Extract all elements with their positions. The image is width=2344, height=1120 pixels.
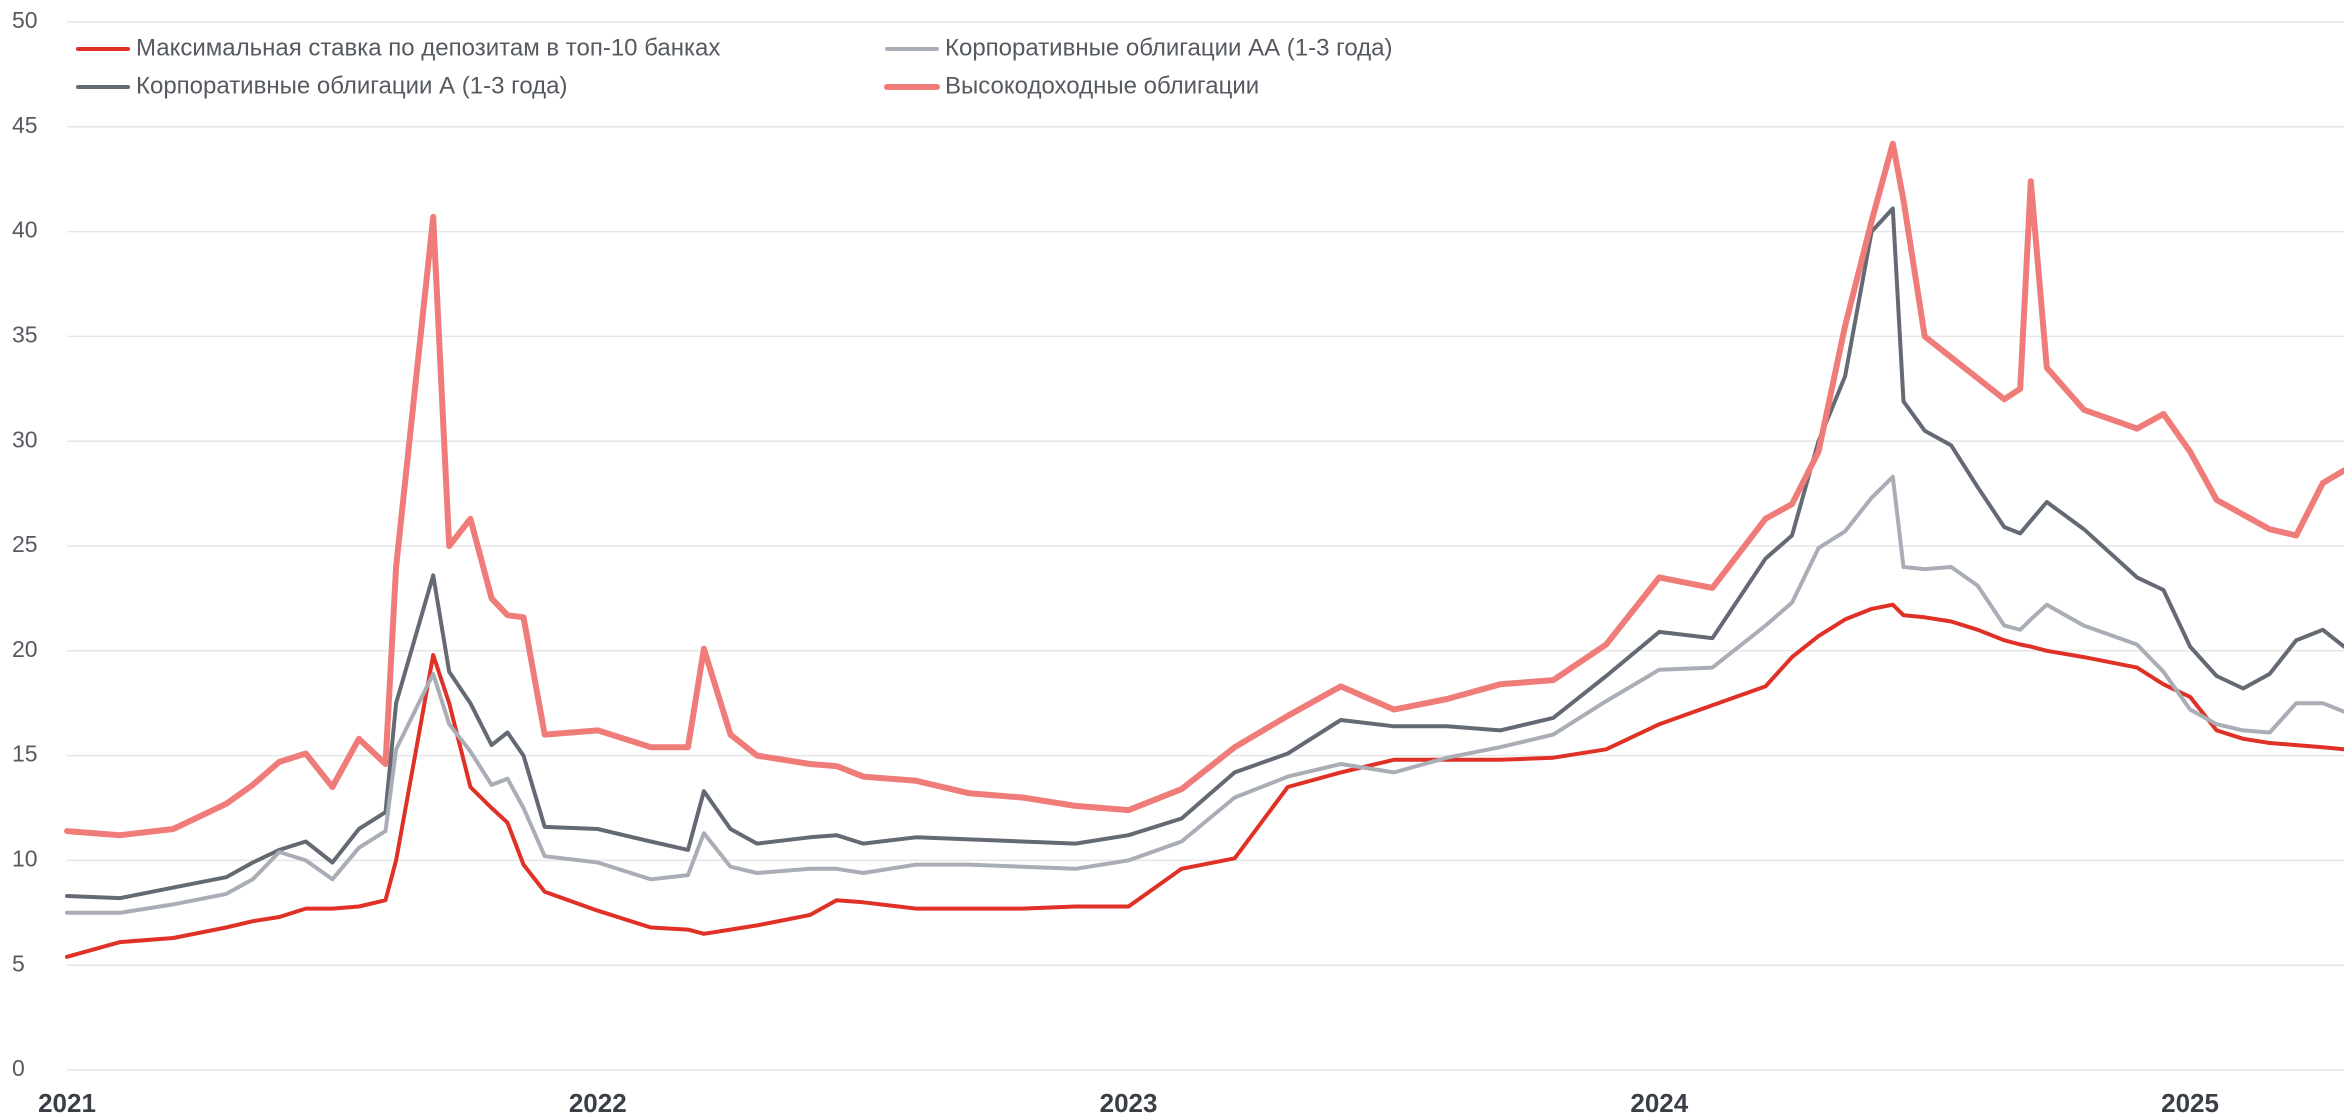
y-tick-label: 5 <box>12 950 25 976</box>
series-line <box>65 602 2344 959</box>
x-tick-label: 2021 <box>38 1088 96 1118</box>
x-tick-label: 2023 <box>1100 1088 1158 1118</box>
legend-label: Корпоративные облигации А (1-3 года) <box>136 72 568 99</box>
y-tick-label: 50 <box>12 7 38 33</box>
y-tick-label: 10 <box>12 845 38 871</box>
y-tick-label: 45 <box>12 112 38 138</box>
y-tick-label: 20 <box>12 636 38 662</box>
legend-label: Максимальная ставка по депозитам в топ-1… <box>136 34 720 61</box>
y-tick-label: 15 <box>12 741 38 767</box>
legend-label: Корпоративные облигации АА (1-3 года) <box>945 34 1393 61</box>
x-tick-label: 2024 <box>1630 1088 1688 1118</box>
series-line <box>64 140 2344 839</box>
legend-label: Высокодоходные облигации <box>945 72 1259 99</box>
y-tick-label: 30 <box>12 426 38 452</box>
x-tick-label: 2025 <box>2161 1088 2219 1118</box>
series-line <box>65 474 2344 915</box>
y-tick-label: 25 <box>12 531 38 557</box>
x-tick-label: 2022 <box>569 1088 627 1118</box>
y-tick-label: 35 <box>12 321 38 347</box>
y-tick-label: 0 <box>12 1055 25 1081</box>
y-tick-label: 40 <box>12 217 38 243</box>
series-line <box>65 206 2344 901</box>
